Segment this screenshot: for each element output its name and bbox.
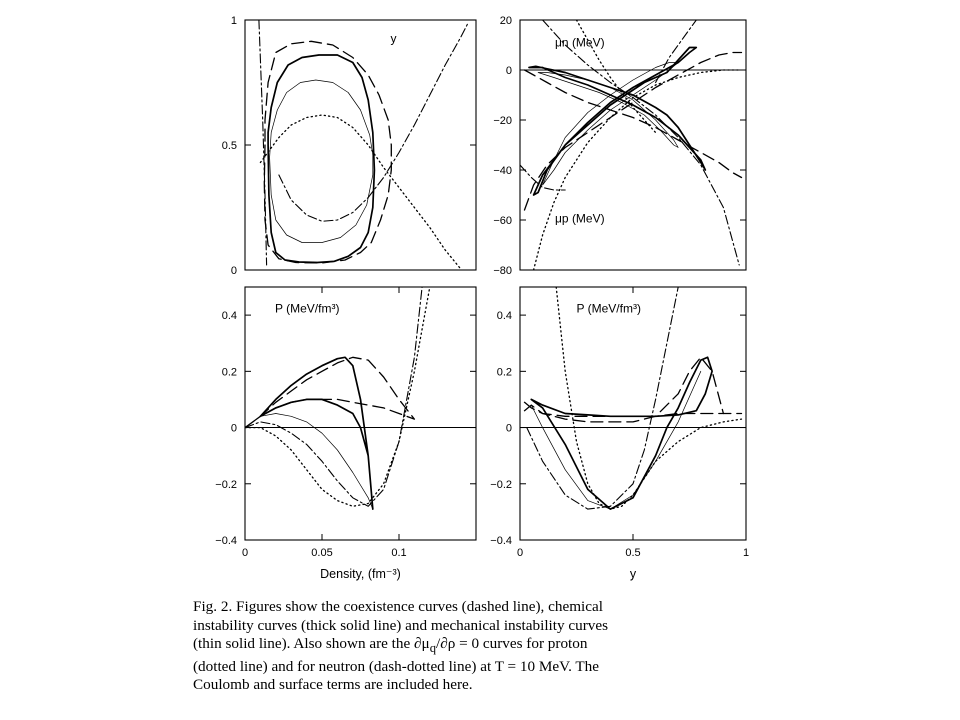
y-tick-label: 0 [231, 423, 237, 435]
y-tick-label: 0 [231, 265, 237, 277]
y-tick-label: 0.5 [222, 140, 237, 152]
y-tick-label: −80 [493, 265, 512, 277]
caption-line-3-tail: /∂ρ = 0 curves for proton [436, 635, 588, 653]
series-dashed-line [523, 401, 743, 417]
plot-frame [244, 286, 477, 541]
caption-line-3-subscript: q [429, 641, 437, 656]
panel-bottom-right: −0.4 −0.2 0 0.2 0.4 0 0.5 1 P (MeV/fm³) y [490, 286, 749, 581]
y-tick-label: 0 [506, 65, 512, 77]
x-tick-label: 0 [517, 547, 523, 559]
caption-line-3: (thin solid line). Also shown are the ∂μ… [193, 635, 768, 658]
y-tick-label: 0 [506, 423, 512, 435]
panel-annotation: P (MeV/fm³) [577, 301, 641, 315]
panel-annotation: y [391, 32, 397, 46]
series-dash-dot-line [526, 287, 679, 510]
y-tick-label: 0.2 [497, 366, 512, 378]
y-tick-label: 20 [500, 15, 512, 27]
y-tick-label: −0.4 [490, 535, 512, 547]
series-dotted-line [555, 287, 743, 510]
series-solid-thick-line [259, 356, 374, 510]
x-tick-label: 0.05 [311, 547, 332, 559]
x-axis-label: y [630, 567, 637, 581]
series-solid-thick-line [267, 54, 376, 264]
plot-frame [244, 19, 477, 271]
series-solid-thin-line [260, 413, 374, 510]
series-solid-thick-line [528, 65, 707, 171]
x-tick-label: 1 [743, 547, 749, 559]
figure-caption: Fig. 2. Figures show the coexistence cur… [193, 598, 768, 695]
x-tick-label: 0.1 [391, 547, 406, 559]
caption-line-4: (dotted line) and for neutron (dash-dott… [193, 657, 600, 675]
series-solid-thick-line [530, 356, 713, 510]
panel-annotation: P (MeV/fm³) [275, 301, 339, 315]
series-dashed-line [245, 356, 416, 429]
series-dashed-line [523, 69, 743, 179]
series-dash-dot-line [245, 287, 423, 507]
y-tick-label: −60 [493, 215, 512, 227]
y-tick-label: −0.4 [215, 535, 237, 547]
series-dashed-line [263, 40, 392, 264]
panel-annotation: μp (MeV) [555, 212, 605, 226]
y-tick-label: 0.4 [222, 310, 237, 322]
series-solid-thin-line [537, 72, 679, 148]
series-dash-dot-line [520, 164, 566, 191]
series-solid-thin-line [269, 79, 374, 243]
x-tick-label: 0 [242, 547, 248, 559]
series-solid-thick-line [532, 46, 698, 196]
y-tick-label: 0.4 [497, 310, 512, 322]
caption-line-2: instability curves (thick solid line) an… [193, 616, 609, 634]
series-dash-dot-line [278, 21, 469, 222]
series-dash-dot-line [258, 20, 268, 266]
plot-frame [519, 19, 747, 271]
series-solid-thin-line [530, 370, 702, 510]
series-solid-thin-line [542, 62, 679, 186]
series-dashed-line [523, 51, 743, 211]
series-dotted-line [245, 287, 431, 507]
y-tick-label: −0.2 [215, 479, 237, 491]
y-tick-label: −20 [493, 115, 512, 127]
panel-bottom-left: −0.4 −0.2 0 0.2 0.4 0 0.05 0.1 P (MeV/fm³) Densit… [215, 286, 477, 581]
x-axis-label: Density, (fm⁻³) [320, 567, 401, 581]
caption-line-1: Fig. 2. Figures show the coexistence cur… [193, 598, 603, 615]
caption-line-5: Coulomb and surface terms are included h… [193, 676, 473, 694]
series-dash-dot-line [542, 20, 740, 266]
series-dotted-line [575, 20, 657, 134]
series-dashed-line [523, 356, 725, 423]
x-tick-label: 0.5 [625, 547, 640, 559]
y-tick-label: −40 [493, 165, 512, 177]
y-tick-label: −0.2 [490, 479, 512, 491]
series-dash-dot-line [655, 20, 697, 84]
panel-top-right: −80 −60 −40 −20 0 20 μn (MeV) μp (MeV) [493, 15, 747, 277]
series-dotted-line [259, 114, 462, 270]
panel-top-left: 0 0.5 1 y [222, 15, 477, 277]
y-tick-label: 1 [231, 15, 237, 27]
panel-annotation: μn (MeV) [555, 35, 605, 49]
caption-line-3-head: (thin solid line). Also shown are the ∂μ [193, 635, 430, 653]
y-tick-label: 0.2 [222, 366, 237, 378]
